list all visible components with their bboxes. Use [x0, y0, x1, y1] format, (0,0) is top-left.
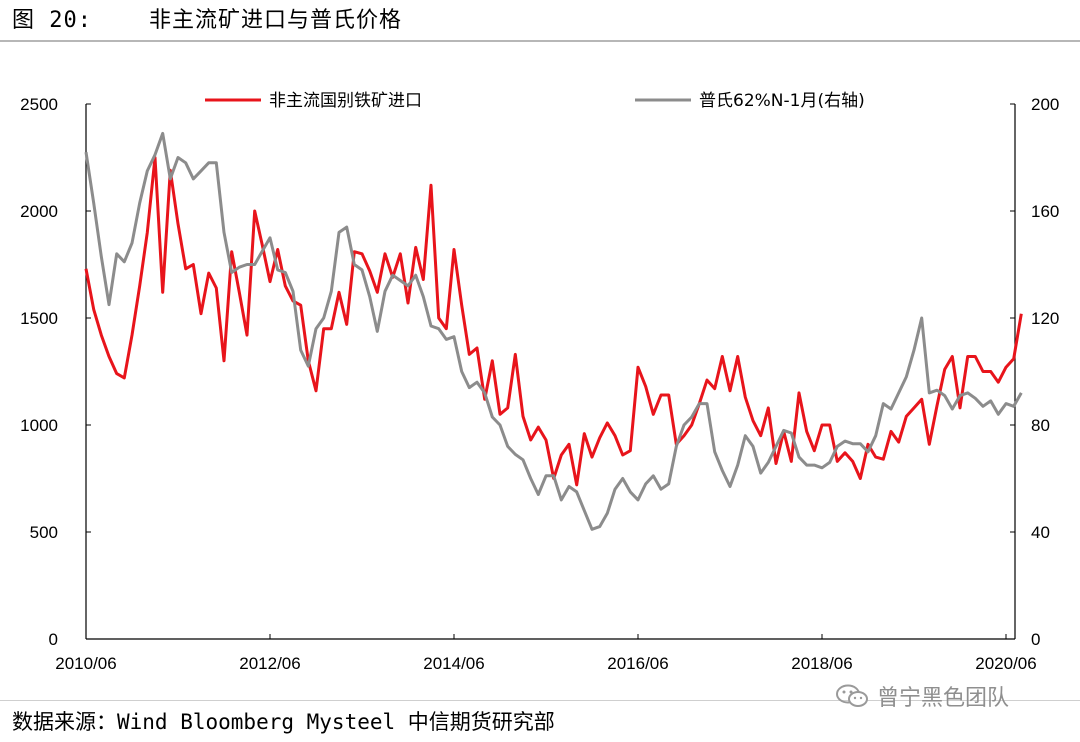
x-tick-label: 2010/06 [55, 654, 116, 673]
x-tick-label: 2020/06 [975, 654, 1036, 673]
y-right-tick-label: 160 [1031, 202, 1059, 221]
x-tick-label: 2018/06 [791, 654, 852, 673]
y-right-tick-label: 120 [1031, 309, 1059, 328]
y-right-tick-label: 0 [1031, 630, 1040, 649]
wechat-logo-icon [836, 684, 868, 707]
source-rule [0, 700, 1080, 701]
legend-label-2: 普氏62%N-1月(右轴) [699, 91, 865, 111]
legend-label-1: 非主流国别铁矿进口 [269, 91, 422, 111]
y-right-tick-label: 80 [1031, 416, 1050, 435]
watermark: 曾宁黑色团队 [835, 676, 1065, 716]
title-rule [0, 40, 1080, 42]
y-right-tick-label: 200 [1031, 95, 1059, 114]
figure-title: 图 20: 非主流矿进口与普氏价格 [12, 8, 402, 33]
y-left-tick-label: 500 [30, 523, 58, 542]
line-chart: 0 500 1000 1500 2000 2500 0 40 80 120 160 200 2010/0… [20, 91, 1059, 673]
x-tick-label: 2016/06 [607, 654, 668, 673]
y-left-tick-label: 0 [49, 630, 58, 649]
x-tick-label: 2012/06 [239, 654, 300, 673]
y-left-tick-label: 1500 [20, 309, 58, 328]
y-right-tick-label: 40 [1031, 523, 1050, 542]
x-tick-label: 2014/06 [423, 654, 484, 673]
y-left-tick-label: 2000 [20, 202, 58, 221]
series-line-1 [84, 156, 1023, 487]
y-left-tick-label: 1000 [20, 416, 58, 435]
series-line-2 [84, 131, 1023, 531]
source-note: 数据来源：Wind Bloomberg Mysteel 中信期货研究部 [12, 710, 555, 734]
y-left-tick-label: 2500 [20, 95, 58, 114]
watermark-text: 曾宁黑色团队 [877, 686, 1010, 711]
